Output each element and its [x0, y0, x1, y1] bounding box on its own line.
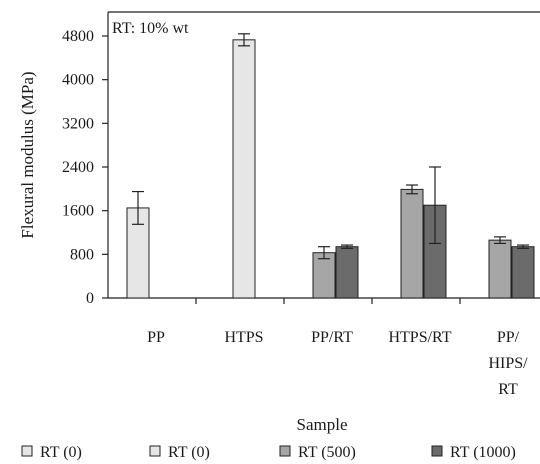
legend-item: RT (0): [21, 444, 82, 461]
legend-swatch: [431, 445, 443, 457]
bars: [126, 39, 535, 299]
error-bars: [132, 33, 529, 260]
legend: RT (0) RT (0) RT (500) RT (1000): [21, 444, 516, 461]
category-label: HTPS: [224, 329, 263, 346]
y-axis-title: Flexural modulus (MPa): [18, 71, 37, 238]
category-label: PP/RT: [311, 329, 353, 346]
y-tick-label: 0: [86, 290, 94, 307]
category-label: RT: [498, 381, 518, 398]
legend-swatch: [279, 445, 291, 457]
bar: [312, 252, 336, 299]
category-label: HTPS/RT: [388, 329, 451, 346]
bar: [400, 188, 424, 299]
legend-swatch: [21, 445, 33, 457]
bar: [335, 246, 359, 299]
legend-item: RT (1000): [431, 444, 516, 461]
legend-label: RT (500): [298, 444, 356, 461]
legend-swatch: [149, 445, 161, 457]
bar: [488, 239, 512, 299]
category-label: PP: [147, 329, 165, 346]
legend-label: RT (1000): [450, 444, 516, 461]
y-tick-label: 1600: [62, 203, 94, 220]
category-label: PP/: [497, 329, 520, 346]
y-tick-label: 4800: [62, 28, 94, 45]
y-ticks: 0 800 1600 2400 3200 4000 4800: [62, 28, 108, 307]
legend-label: RT (0): [168, 444, 210, 461]
y-tick-label: 800: [70, 246, 94, 263]
category-label: HIPS/: [488, 355, 528, 372]
legend-item: RT (500): [279, 444, 356, 461]
legend-item: RT (0): [149, 444, 210, 461]
bar: [511, 246, 535, 299]
y-tick-label: 4000: [62, 72, 94, 89]
legend-label: RT (0): [40, 444, 82, 461]
bar: [232, 39, 256, 299]
category-labels: PP HTPS PP/RT HTPS/RT PP/HIPS/RT: [147, 329, 528, 398]
x-axis-title: Sample: [297, 415, 348, 434]
x-ticks: [195, 298, 461, 304]
y-tick-label: 2400: [62, 159, 94, 176]
plot-area: 0 800 1600 2400 3200 4000 4800 RT: 10% wt: [62, 11, 540, 307]
y-tick-label: 3200: [62, 115, 94, 132]
annotation-label: RT: 10% wt: [112, 20, 189, 37]
